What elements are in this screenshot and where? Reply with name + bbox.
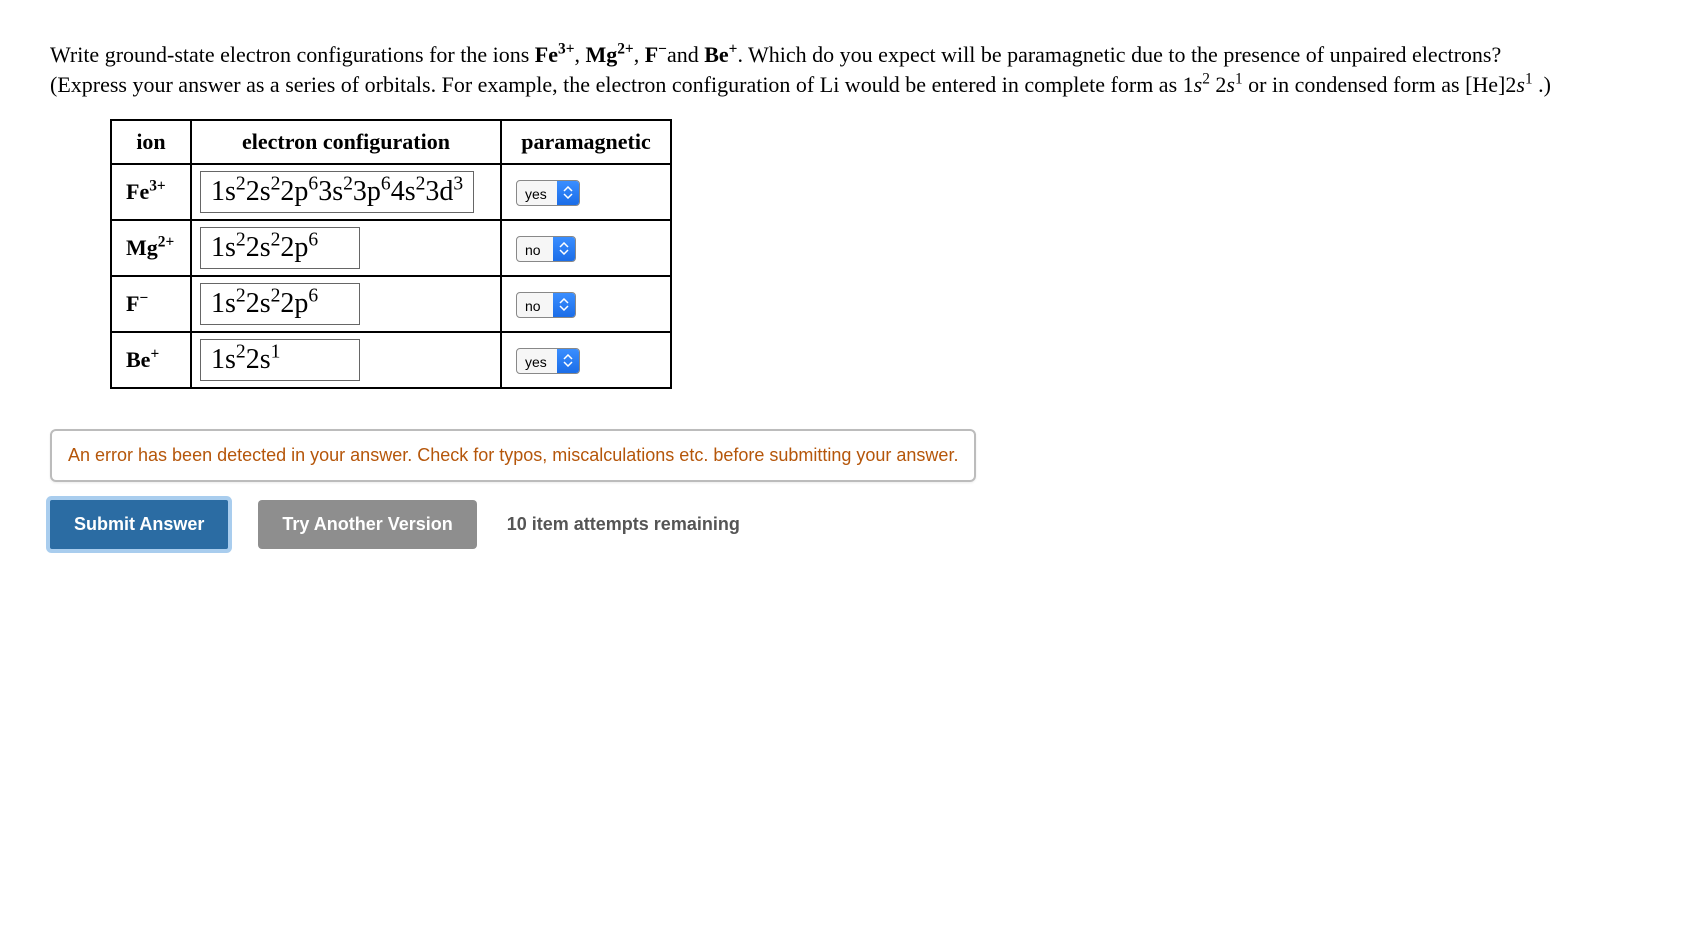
question-prompt: Write ground-state electron configuratio… xyxy=(50,40,1652,99)
updown-icon xyxy=(553,237,575,261)
submit-answer-button[interactable]: Submit Answer xyxy=(50,500,228,549)
electron-config-input[interactable]: 1s22s22p6 xyxy=(200,227,360,269)
paramagnetic-cell: no xyxy=(501,276,671,332)
answer-table: ion electron configuration paramagnetic … xyxy=(110,119,672,389)
ion-be: Be+ xyxy=(704,42,737,67)
col-header-ec: electron configuration xyxy=(191,120,501,164)
try-another-button[interactable]: Try Another Version xyxy=(258,500,476,549)
col-header-ion: ion xyxy=(111,120,191,164)
example-2: [He]2s1 xyxy=(1465,72,1533,97)
electron-config-cell: 1s22s22p6 xyxy=(191,220,501,276)
example-1: 1s2 2s1 xyxy=(1183,72,1243,97)
select-value: no xyxy=(517,293,553,317)
select-value: yes xyxy=(517,181,557,205)
table-row: F−1s22s22p6 no xyxy=(111,276,671,332)
updown-icon xyxy=(557,181,579,205)
electron-config-input[interactable]: 1s22s1 xyxy=(200,339,360,381)
updown-icon xyxy=(553,293,575,317)
electron-config-cell: 1s22s22p6 xyxy=(191,276,501,332)
select-value: yes xyxy=(517,349,557,373)
paramagnetic-select[interactable]: yes xyxy=(516,180,580,206)
ion-cell: Be+ xyxy=(111,332,191,388)
ion-cell: Mg2+ xyxy=(111,220,191,276)
table-row: Mg2+1s22s22p6 no xyxy=(111,220,671,276)
table-row: Fe3+1s22s22p63s23p64s23d3 yes xyxy=(111,164,671,220)
select-value: no xyxy=(517,237,553,261)
prompt-text: Write ground-state electron configuratio… xyxy=(50,42,535,67)
col-header-para: paramagnetic xyxy=(501,120,671,164)
electron-config-input[interactable]: 1s22s22p63s23p64s23d3 xyxy=(200,171,474,213)
paramagnetic-select[interactable]: yes xyxy=(516,348,580,374)
electron-config-cell: 1s22s1 xyxy=(191,332,501,388)
paramagnetic-cell: no xyxy=(501,220,671,276)
button-row: Submit Answer Try Another Version 10 ite… xyxy=(50,500,1652,549)
paramagnetic-cell: yes xyxy=(501,164,671,220)
ion-mg: Mg2+ xyxy=(585,42,633,67)
paramagnetic-cell: yes xyxy=(501,332,671,388)
electron-config-input[interactable]: 1s22s22p6 xyxy=(200,283,360,325)
error-message: An error has been detected in your answe… xyxy=(50,429,976,481)
table-row: Be+1s22s1 yes xyxy=(111,332,671,388)
paramagnetic-select[interactable]: no xyxy=(516,236,576,262)
attempts-remaining: 10 item attempts remaining xyxy=(507,514,740,535)
ion-cell: Fe3+ xyxy=(111,164,191,220)
updown-icon xyxy=(557,349,579,373)
paramagnetic-select[interactable]: no xyxy=(516,292,576,318)
ion-cell: F− xyxy=(111,276,191,332)
electron-config-cell: 1s22s22p63s23p64s23d3 xyxy=(191,164,501,220)
prompt-text-2: (Express your answer as a series of orbi… xyxy=(50,72,1183,97)
ion-fe: Fe3+ xyxy=(535,42,575,67)
table-body: Fe3+1s22s22p63s23p64s23d3 yes Mg2+1s22s2… xyxy=(111,164,671,388)
ion-f: F− xyxy=(645,42,667,67)
